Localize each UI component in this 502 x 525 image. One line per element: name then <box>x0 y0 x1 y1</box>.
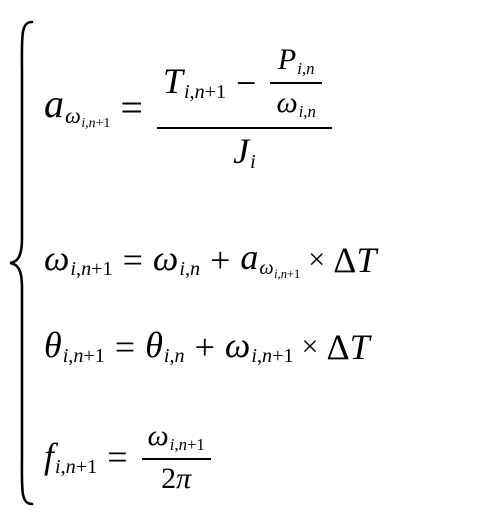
two-pi: 2π <box>161 464 191 494</box>
equals-sign: = <box>97 439 137 475</box>
var-theta: θ i,n+1 <box>44 327 105 366</box>
var-T: T i,n+1 <box>163 63 226 102</box>
var-omega: ω i,n+1 <box>44 240 113 279</box>
plus-sign: + <box>185 329 225 365</box>
equation-1: a ω i,n+1 = T <box>44 23 376 193</box>
var-omega: ω i,n <box>153 240 200 279</box>
var-J: J i <box>233 133 256 172</box>
var-omega: ω i,n <box>276 88 315 121</box>
equation-2: ω i,n+1 = ω i,n + a ω i,n+1 <box>44 239 376 281</box>
var-omega: ω i,n+1 <box>148 421 205 454</box>
var-P: P i,n <box>278 45 315 78</box>
equals-sign: = <box>105 329 145 365</box>
main-fraction: T i,n+1 − P i,n <box>157 41 332 174</box>
minus-sign: − <box>226 65 266 101</box>
equation-list: a ω i,n+1 = T <box>38 23 376 503</box>
equals-sign: = <box>113 242 153 278</box>
delta-T: ΔT <box>333 242 376 278</box>
equation-3: θ i,n+1 = θ i,n + ω i,n+1 × ΔT <box>44 327 376 366</box>
times-sign: × <box>300 245 333 275</box>
fraction-2pi: ω i,n+1 2π <box>142 419 211 496</box>
fraction-bar <box>270 82 321 84</box>
var-a: a ω i,n+1 <box>44 84 110 131</box>
fraction-bar <box>157 127 332 129</box>
fraction-bar <box>142 458 211 460</box>
delta-T: ΔT <box>326 329 369 365</box>
equals-sign: = <box>110 88 153 128</box>
inner-fraction: P i,n ω <box>270 43 321 123</box>
left-brace <box>8 18 38 508</box>
var-omega: ω i,n+1 <box>225 327 294 366</box>
var-f: f i,n+1 <box>44 438 97 477</box>
var-theta: θ i,n <box>145 327 184 366</box>
plus-sign: + <box>200 242 240 278</box>
times-sign: × <box>294 332 327 362</box>
var-a: a ω i,n+1 <box>240 239 300 281</box>
equation-system: a ω i,n+1 = T <box>0 0 502 525</box>
equation-4: f i,n+1 = ω i,n+1 2 <box>44 412 376 502</box>
